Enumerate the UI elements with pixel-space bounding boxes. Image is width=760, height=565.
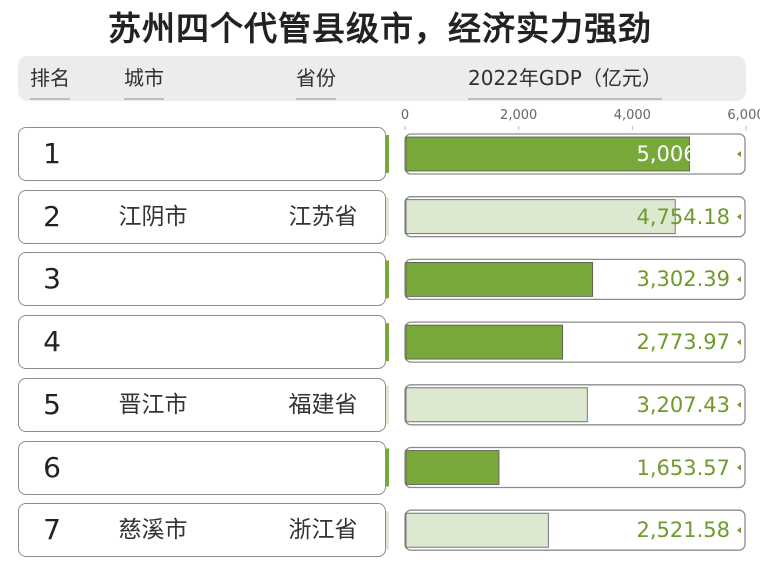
bar-value-label: 2,521.58: [636, 518, 730, 543]
bar-value-label: 5,006.70: [636, 142, 730, 166]
rank-number: 3: [43, 262, 61, 296]
city-name: 慈溪市: [118, 517, 188, 544]
rank-box: [18, 377, 386, 432]
table-header: [18, 56, 746, 101]
row-arrow-icon: [737, 464, 741, 471]
rank-box: [18, 440, 386, 495]
rank-box: [18, 127, 386, 181]
rank-number: 1: [43, 137, 61, 170]
bar-value-label: 4,754.18: [636, 204, 730, 229]
x-tick-label: 0: [400, 108, 410, 123]
city-name: 张家港市: [107, 266, 199, 293]
header-province: 省份: [296, 62, 336, 100]
bar: [405, 261, 594, 297]
table-row: [18, 440, 390, 495]
x-tick-label: 2,000: [500, 108, 538, 123]
row-arrow-icon: [737, 151, 741, 157]
bar: [405, 136, 690, 172]
province-name: 江苏省: [288, 203, 358, 230]
bar-value-label: 1,653.57: [636, 455, 730, 480]
table-row: [18, 503, 390, 558]
bar: [405, 512, 549, 548]
bar: [405, 450, 500, 485]
city-name: 晋江市: [118, 391, 188, 418]
rank-number: 6: [43, 450, 61, 484]
bar-value-label: 3,207.43: [636, 392, 730, 417]
header-city: 城市: [124, 62, 164, 100]
bar-value-label: 3,302.39: [636, 267, 730, 292]
rank-number: 4: [43, 325, 61, 359]
city-name: 常熟市: [118, 329, 188, 356]
province-name: 江苏省: [288, 454, 358, 481]
table-row: [18, 252, 390, 307]
bar: [405, 324, 564, 360]
table-row: [18, 127, 390, 181]
row-arrow-icon: [737, 401, 741, 408]
rank-box: [18, 189, 386, 244]
city-name: 江阴市: [118, 203, 188, 230]
table-row: [18, 189, 390, 244]
bar: [405, 387, 588, 423]
rank-number: 5: [43, 387, 61, 421]
row-arrow-icon: [737, 213, 741, 220]
rank-number: 7: [43, 513, 61, 547]
bar-value-label: 2,773.97: [636, 330, 730, 355]
city-name: 太仓市: [118, 454, 188, 481]
city-name: 昆山市: [118, 141, 188, 167]
x-tick-label: 4,000: [613, 108, 651, 123]
chart-title: 苏州四个代管县级市，经济实力强劲: [108, 9, 652, 48]
x-tick-label: 6,000: [727, 108, 760, 123]
row-arrow-icon: [737, 527, 741, 534]
province-name: 江苏省: [288, 329, 358, 356]
row-arrow-icon: [737, 276, 741, 283]
bar: [405, 199, 676, 235]
header-rank: 排名: [30, 62, 70, 100]
header-gdp: 2022年GDP（亿元）: [468, 62, 662, 100]
table-row: [18, 315, 390, 370]
table-row: [18, 377, 390, 432]
province-name: 江苏省: [288, 141, 358, 167]
province-name: 福建省: [288, 391, 358, 418]
province-name: 江苏省: [288, 266, 358, 293]
rank-box: [18, 503, 386, 558]
rank-number: 2: [43, 199, 61, 233]
province-name: 浙江省: [288, 517, 358, 544]
row-arrow-icon: [737, 339, 741, 346]
rank-box: [18, 315, 386, 370]
rank-box: [18, 252, 386, 307]
